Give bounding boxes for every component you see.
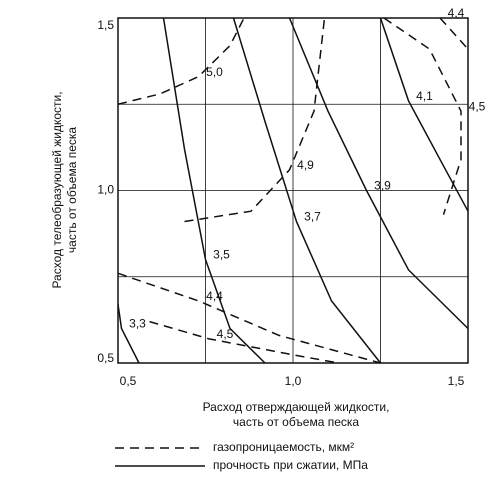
legend-label: газопроницаемость, мкм² bbox=[213, 440, 354, 454]
dashed-contour bbox=[149, 320, 339, 364]
contour-label: 3,7 bbox=[304, 210, 321, 224]
x-axis-label: Расход отверждающей жидкости, bbox=[203, 400, 390, 414]
dashed-contour bbox=[117, 272, 381, 364]
dashed-contour bbox=[117, 17, 245, 105]
dashed-contour bbox=[184, 17, 326, 223]
contour-label: 4,5 bbox=[217, 327, 234, 341]
x-axis-label: часть от объема песка bbox=[233, 415, 360, 429]
contour-label: 5,0 bbox=[206, 65, 223, 79]
x-tick-label: 1,5 bbox=[448, 374, 465, 388]
y-tick-label: 0,5 bbox=[97, 351, 114, 365]
y-axis-label: Расход телеобразующей жидкости, bbox=[50, 91, 64, 288]
contour-label: 4,4 bbox=[448, 6, 465, 20]
contour-label: 4,9 bbox=[297, 158, 314, 172]
contour-label: 3,5 bbox=[213, 248, 230, 262]
y-tick-label: 1,0 bbox=[97, 183, 114, 197]
dashed-contour bbox=[383, 17, 462, 215]
y-axis-label: часть от объема песка bbox=[65, 127, 79, 254]
solid-contour bbox=[117, 304, 140, 364]
contour-label: 4,4 bbox=[206, 289, 223, 303]
contour-label: 3,3 bbox=[129, 317, 146, 331]
y-tick-label: 1,5 bbox=[97, 18, 114, 32]
dashed-contour bbox=[439, 17, 469, 50]
contour-label: 4,5 bbox=[469, 99, 486, 113]
contour-label: 3,9 bbox=[374, 179, 391, 193]
solid-contour bbox=[232, 17, 382, 364]
contour-label: 4,1 bbox=[416, 89, 433, 103]
solid-contour bbox=[162, 17, 266, 364]
legend-label: прочность при сжатии, МПа bbox=[213, 458, 368, 472]
x-tick-label: 1,0 bbox=[285, 374, 302, 388]
x-tick-label: 0,5 bbox=[120, 374, 137, 388]
solid-contour bbox=[379, 17, 469, 212]
solid-contour bbox=[288, 17, 469, 330]
